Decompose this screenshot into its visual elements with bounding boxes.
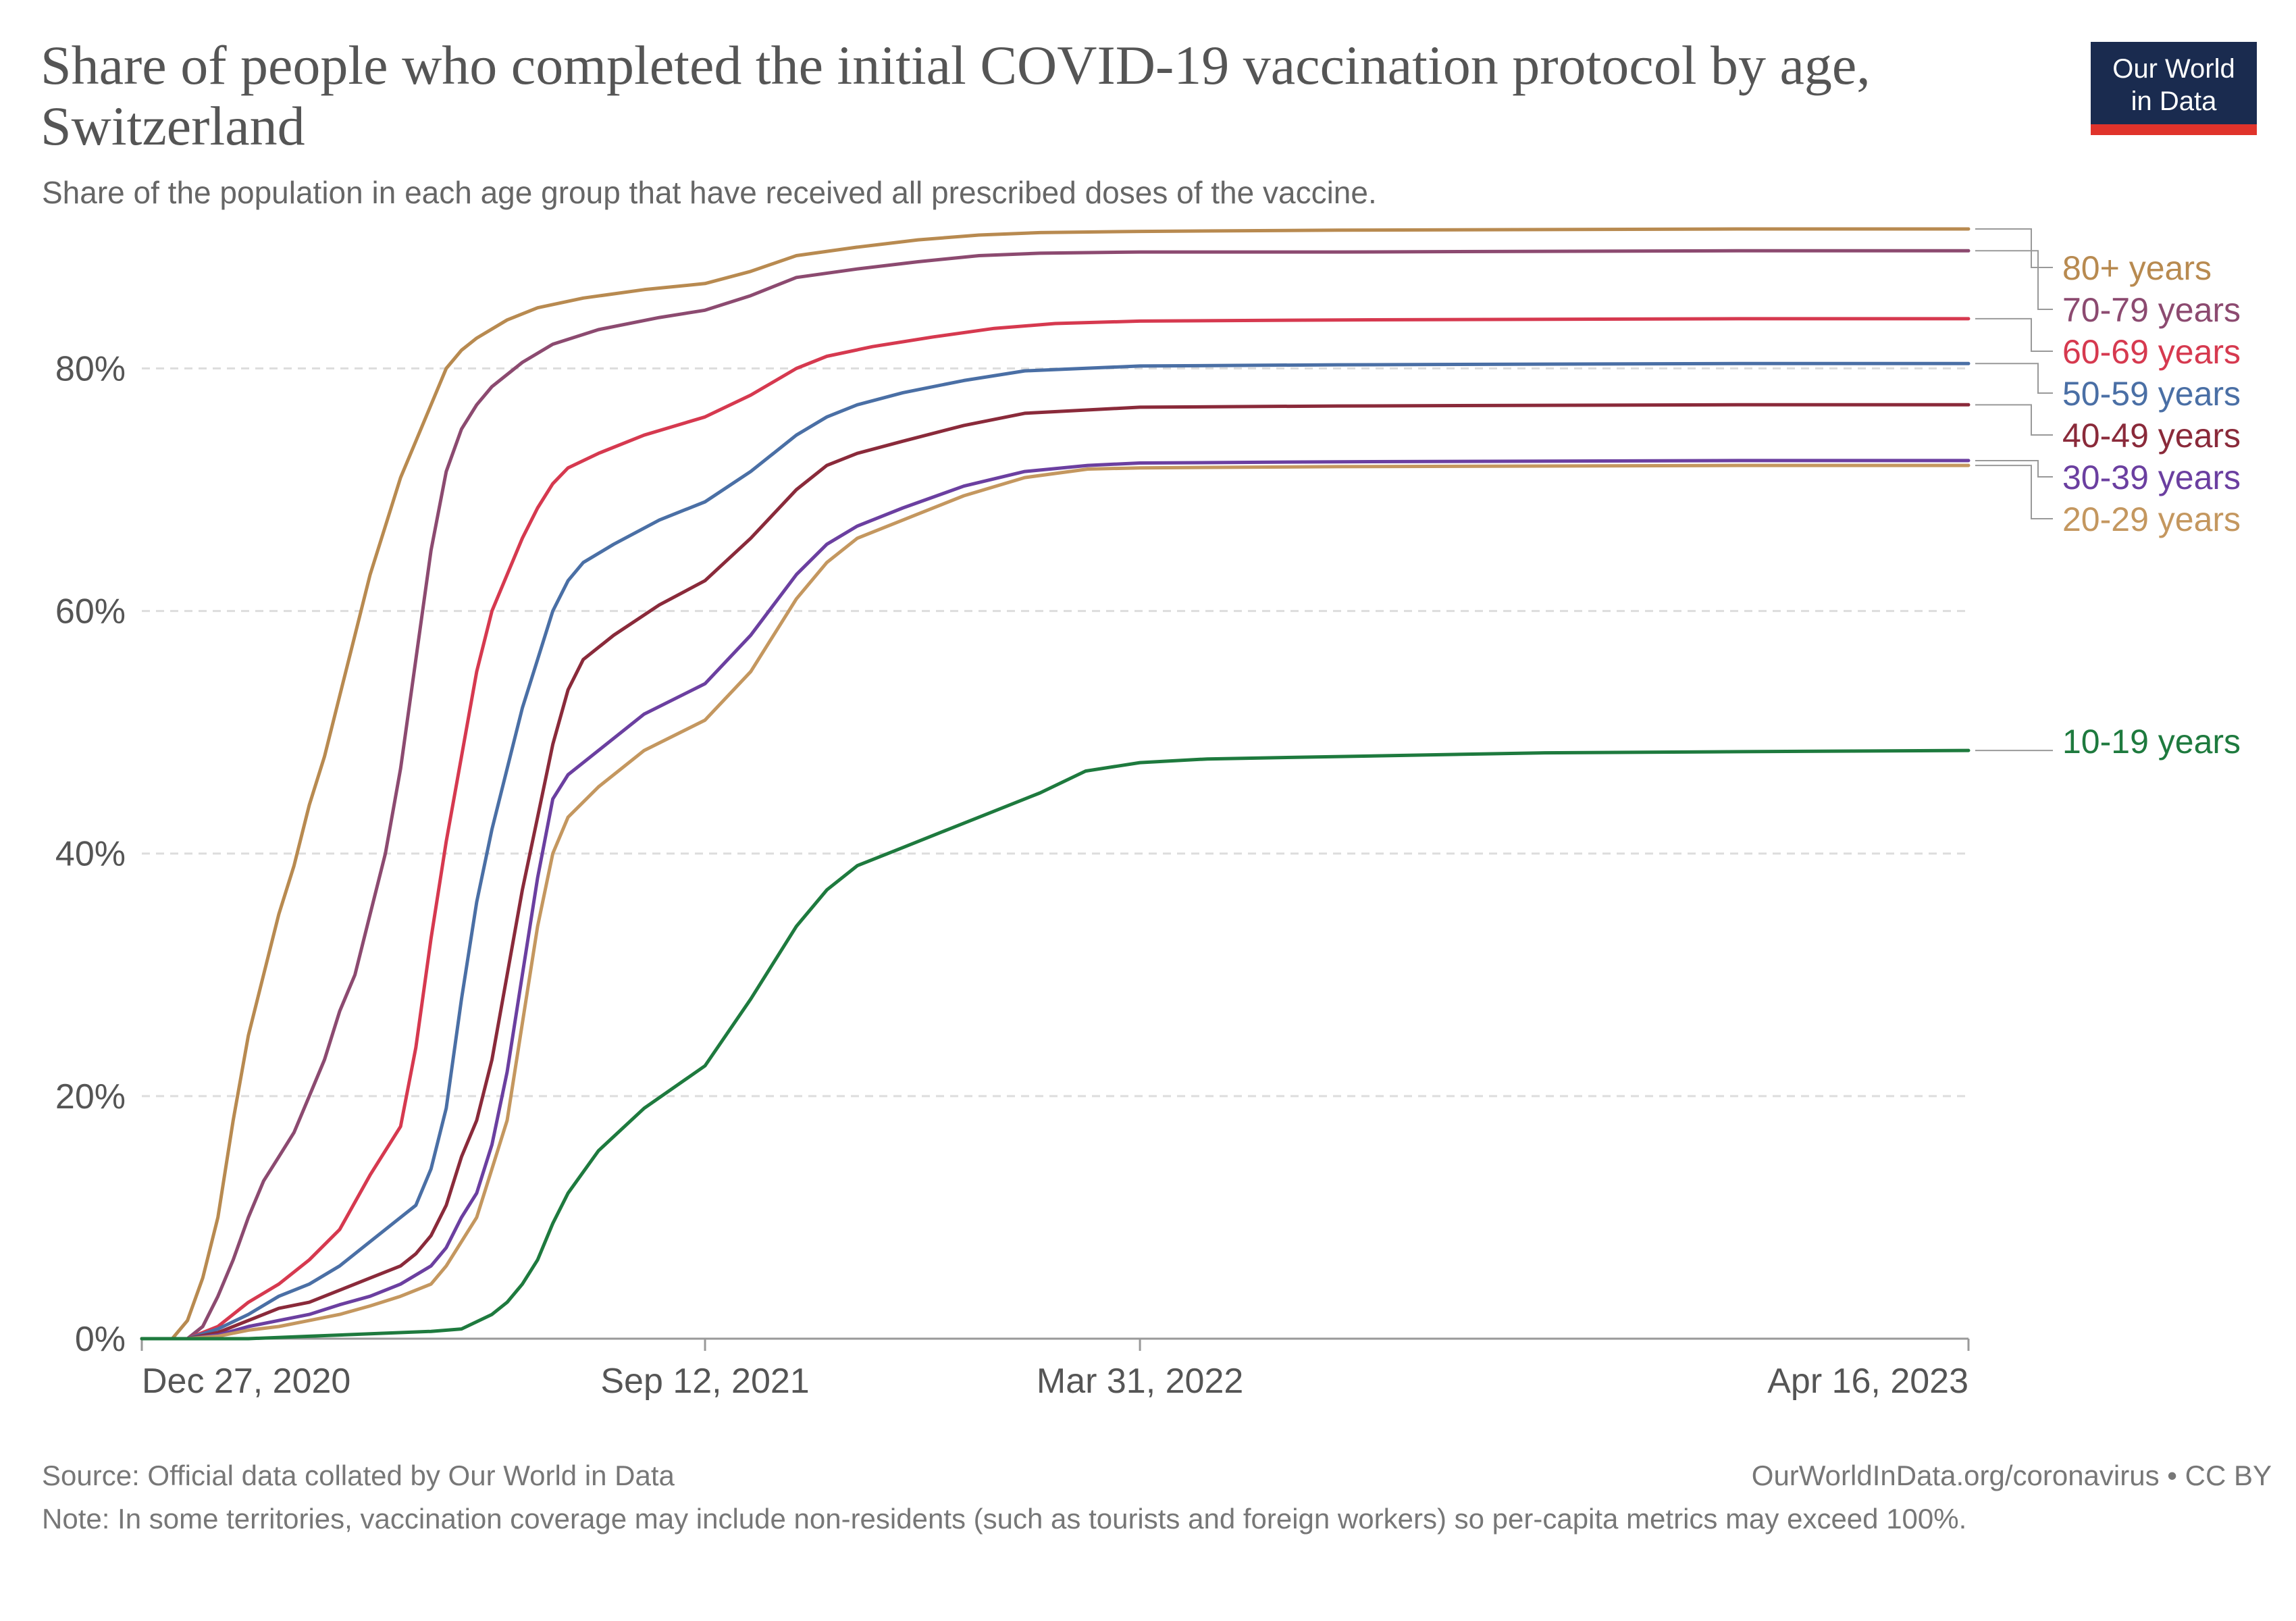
series-line [140,249,1971,1341]
chart-subtitle: Share of the population in each age grou… [42,175,1377,210]
x-tick-label: Apr 16, 2023 [1767,1362,1968,1401]
series-line [140,463,1971,1341]
legend-connector [1975,363,2053,394]
gridlines [142,367,1968,1098]
owid-logo[interactable]: Our World in Data [2091,42,2257,135]
series-line [140,403,1971,1341]
legend-connector [1975,465,2053,519]
logo-line-1: Our World [2112,54,2235,84]
legend-connector [1975,250,2053,310]
legend-label: 70-79 years [2062,291,2241,329]
series-line [140,459,1971,1341]
chart-title: Share of people who completed the initia… [41,34,1871,157]
legend-connector [1975,404,2053,436]
y-tick-label: 0% [75,1320,126,1359]
legend-label: 60-69 years [2062,333,2241,371]
x-tick-label: Sep 12, 2021 [600,1362,809,1401]
axes: 0% 20% 40% 60% 80% Dec 27, 2020 Sep 12, 2021 Ma… [55,349,1970,1401]
legend-label: 20-29 years [2062,500,2241,538]
legend-label: 30-39 years [2062,459,2241,496]
series-line [140,748,1971,1341]
legend-connector [1975,459,2053,478]
line-chart: 0% 20% 40% 60% 80% Dec 27, 2020 Sep 12, 2021 Ma… [55,227,2241,1401]
legend-connector [1975,317,2053,352]
legend: 80+ years 70-79 years 60-69 years 50-59 yea… [1975,228,2241,761]
y-tick-label: 60% [55,592,126,632]
y-tick-label: 80% [55,349,126,388]
logo-line-2: in Data [2131,86,2217,116]
series-lines [140,227,1971,1341]
legend-connector [1975,228,2053,268]
y-tick-label: 40% [55,835,126,874]
legend-label: 40-49 years [2062,417,2241,455]
x-tick-label: Mar 31, 2022 [1037,1362,1243,1401]
series-line [140,227,1971,1341]
legend-label: 10-19 years [2062,723,2241,761]
series-line [140,317,1971,1341]
series-line [140,361,1971,1341]
license-link[interactable]: OurWorldInData.org/coronavirus • CC BY [1751,1460,2272,1491]
x-tick-label: Dec 27, 2020 [142,1362,350,1401]
note-text: Note: In some territories, vaccination c… [42,1503,1967,1535]
y-tick-label: 20% [55,1077,126,1116]
source-text: Source: Official data collated by Our Wo… [42,1460,675,1491]
legend-label: 80+ years [2062,249,2212,287]
legend-label: 50-59 years [2062,375,2241,413]
